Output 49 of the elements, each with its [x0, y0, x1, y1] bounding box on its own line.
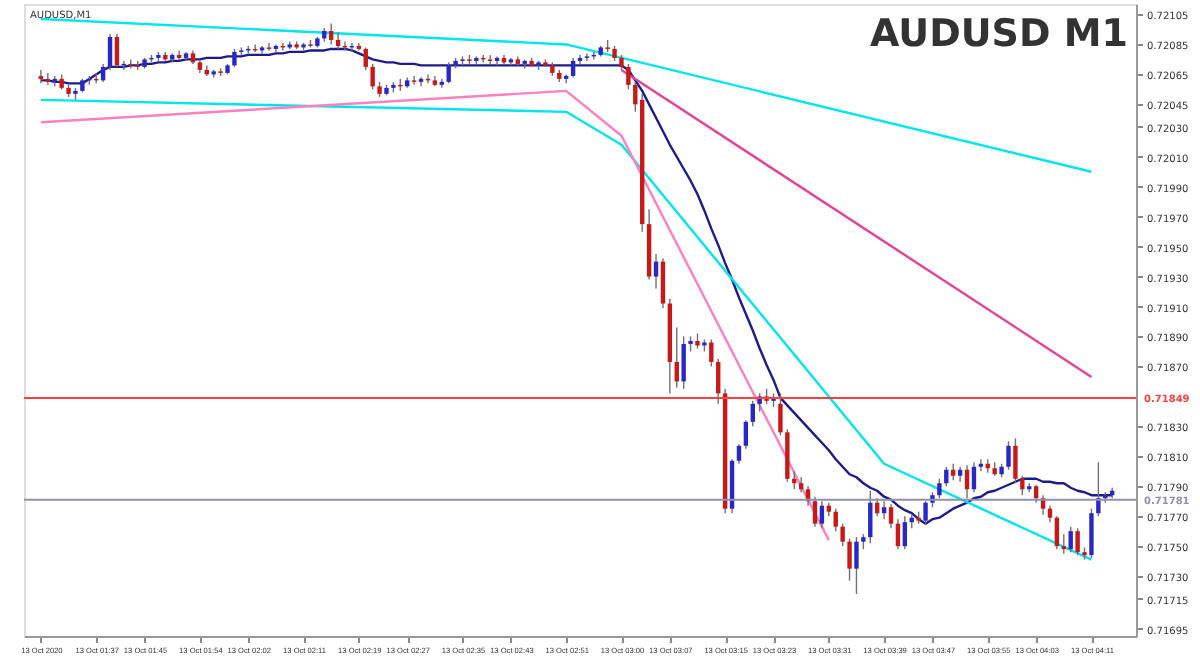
candlestick: [38, 69, 44, 85]
candlestick: [363, 46, 368, 71]
candlestick: [570, 57, 576, 79]
candlestick: [716, 358, 721, 405]
candlestick: [1061, 533, 1066, 555]
candlestick: [328, 22, 334, 46]
candlestick: [923, 500, 928, 526]
candlestick: [944, 466, 949, 487]
candlestick: [1013, 437, 1018, 484]
candlestick: [681, 335, 686, 390]
candlestick: [626, 63, 631, 91]
candlestick: [840, 522, 845, 547]
candlestick: [176, 49, 182, 61]
candlestick: [1054, 515, 1060, 550]
candlestick: [750, 400, 755, 428]
candlestick: [743, 419, 749, 450]
candlestick: [1089, 508, 1094, 559]
candlestick: [812, 496, 818, 528]
candlestick: [937, 478, 942, 499]
candlestick: [660, 257, 666, 309]
candlestick: [833, 508, 838, 532]
candlestick: [978, 458, 984, 472]
candlestick: [902, 515, 908, 550]
candlestick: [335, 31, 341, 50]
chart-title: AUDUSD M1: [870, 12, 1128, 56]
candlestick: [114, 33, 120, 68]
candlestick: [854, 536, 859, 595]
candlestick: [736, 443, 742, 465]
candlestick: [418, 76, 424, 88]
candlestick: [1006, 440, 1011, 471]
candlestick: [1075, 527, 1080, 556]
candlestick: [819, 500, 825, 529]
candlestick: [785, 428, 790, 483]
candlestick: [107, 33, 113, 71]
candlestick: [881, 500, 887, 520]
candlestick: [709, 338, 714, 368]
candlestick: [1020, 475, 1025, 496]
candlestick: [778, 392, 783, 437]
candlestick: [370, 63, 375, 91]
candlestick: [45, 72, 51, 86]
line-series: [39, 47, 1114, 525]
candlestick: [847, 537, 852, 582]
candlestick: [563, 73, 569, 85]
candlestick: [1068, 525, 1073, 553]
candlestick: [653, 253, 659, 290]
candlestick: [494, 55, 500, 67]
candlestick: [446, 61, 451, 85]
candlestick: [888, 503, 894, 529]
candlestick: [1096, 461, 1101, 517]
